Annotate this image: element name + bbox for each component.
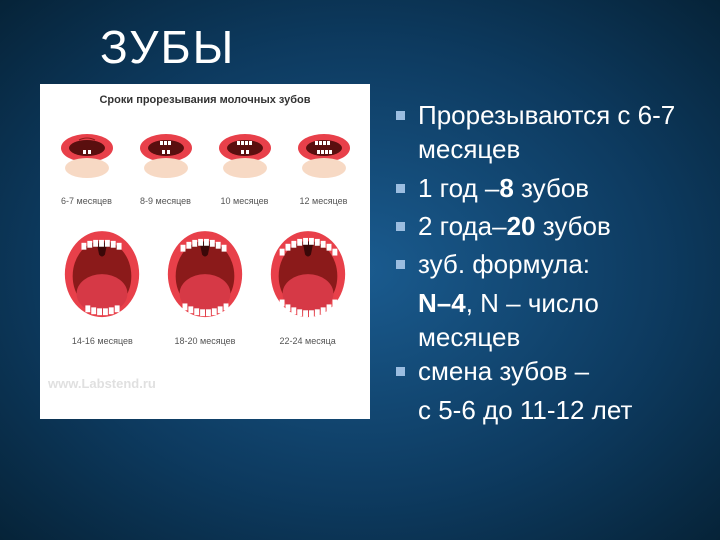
watermark-text: www.Labstend.ru	[48, 376, 156, 391]
mouth-cell: 6-7 месяцев	[48, 114, 125, 206]
bullet-list: Прорезываются с 6-7 месяцев 1 год –8 зуб…	[390, 84, 700, 427]
mouth-icon	[136, 114, 196, 194]
bullet-text: 1 год –	[418, 173, 499, 203]
mouth-cell: 8-9 месяцев	[127, 114, 204, 206]
bullet-item: 2 года–20 зубов	[390, 209, 700, 243]
bullet-text: 2 года–	[418, 211, 507, 241]
mouth-cell: 18-20 месяцев	[157, 224, 254, 346]
page-title: ЗУБЫ	[0, 0, 720, 84]
mouth-label: 18-20 месяцев	[175, 336, 236, 346]
bullet-item: Прорезываются с 6-7 месяцев	[390, 98, 700, 167]
bullet-item: 1 год –8 зубов	[390, 171, 700, 205]
formula-bold: N–4	[418, 288, 466, 318]
chart-title: Сроки прорезывания молочных зубов	[48, 94, 362, 106]
mouth-label: 12 месяцев	[300, 196, 348, 206]
mouth-icon	[215, 114, 275, 194]
mouth-cell: 22-24 месяца	[259, 224, 356, 346]
mouth-label: 14-16 месяцев	[72, 336, 133, 346]
bullet-text: зубов	[536, 211, 611, 241]
mouth-open-icon	[58, 224, 146, 334]
mouth-cell: 10 месяцев	[206, 114, 283, 206]
teeth-chart: Сроки прорезывания молочных зубов 6-7 ме…	[40, 84, 370, 419]
bullet-item: смена зубов –	[390, 354, 700, 388]
mouth-label: 10 месяцев	[221, 196, 269, 206]
mouth-icon	[294, 114, 354, 194]
content-row: Сроки прорезывания молочных зубов 6-7 ме…	[0, 84, 720, 427]
mouth-label: 22-24 месяца	[280, 336, 336, 346]
bullet-text: зубов	[514, 173, 589, 203]
mouth-open-icon	[161, 224, 249, 334]
mouth-open-icon	[264, 224, 352, 334]
mouth-icon	[57, 114, 117, 194]
bullet-bold: 20	[507, 211, 536, 241]
bullet-subtext: N–4, N – число месяцев	[390, 286, 700, 355]
mouths-row-1: 6-7 месяцев 8-9 месяцев	[48, 114, 362, 206]
mouth-label: 8-9 месяцев	[140, 196, 191, 206]
bullet-bold: 8	[499, 173, 513, 203]
mouths-row-2: 14-16 месяцев	[48, 224, 362, 346]
mouth-cell: 14-16 месяцев	[54, 224, 151, 346]
mouth-cell: 12 месяцев	[285, 114, 362, 206]
bullet-item: зуб. формула:	[390, 247, 700, 281]
bullet-subtext: с 5-6 до 11-12 лет	[390, 393, 700, 427]
mouth-label: 6-7 месяцев	[61, 196, 112, 206]
